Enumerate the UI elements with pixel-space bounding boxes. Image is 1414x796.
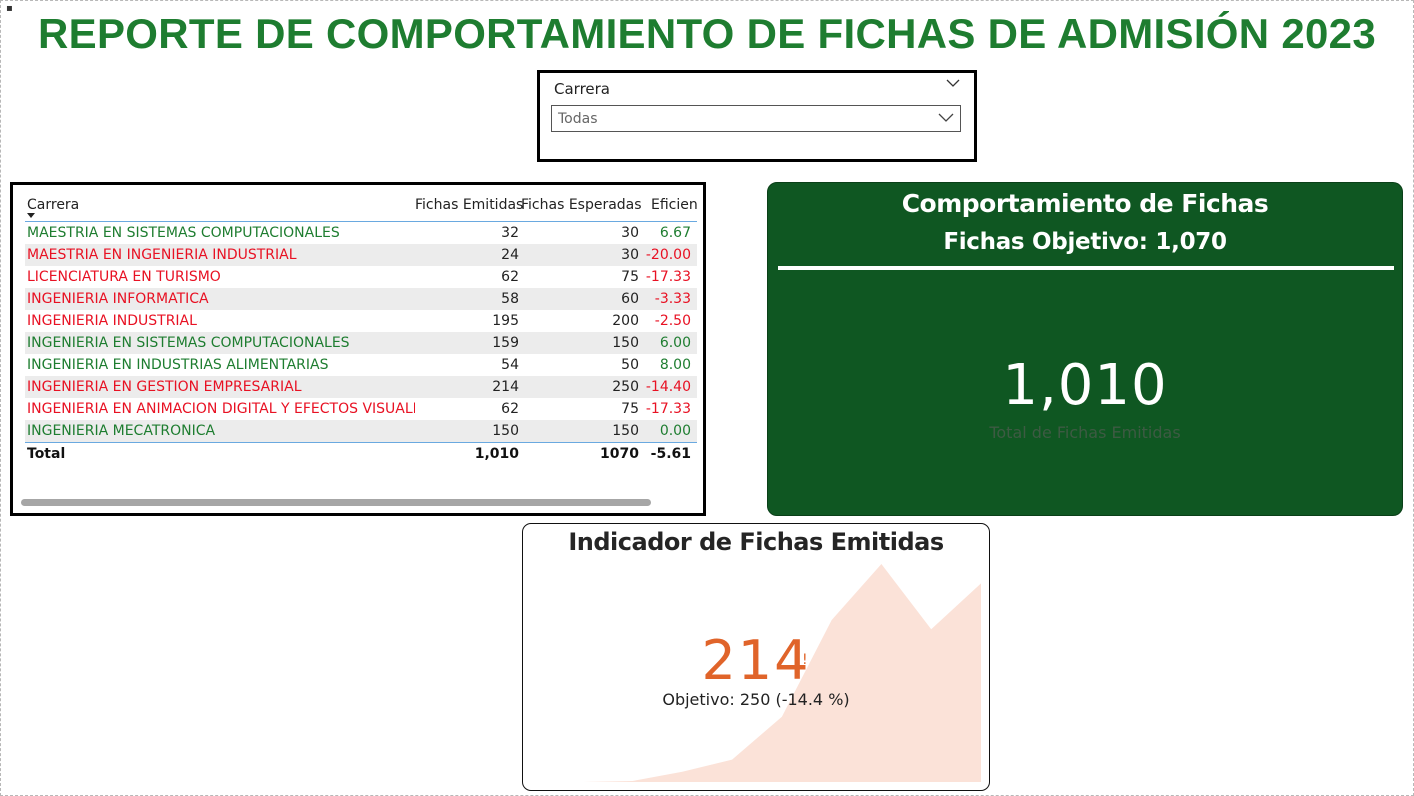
kpi-divider — [778, 266, 1394, 270]
cell-fichas-emitidas: 159 — [492, 335, 519, 351]
sort-descending-icon[interactable] — [27, 213, 35, 218]
table-row[interactable]: LICENCIATURA EN TURISMO 62 75 -17.33 — [25, 266, 697, 288]
column-header-eficiencia[interactable]: Eficienc — [651, 197, 697, 213]
cell-carrera: INGENIERIA INDUSTRIAL — [27, 313, 197, 329]
cell-carrera: INGENIERIA EN INDUSTRIAS ALIMENTARIAS — [27, 357, 329, 373]
alert-icon: ! — [802, 652, 808, 668]
kpi-objective-label: Fichas Objetivo: — [943, 229, 1148, 255]
cell-fichas-emitidas: 24 — [501, 247, 519, 263]
kpi-objective-value: 1,070 — [1155, 229, 1227, 255]
fichas-kpi-card: Comportamiento de Fichas Fichas Objetivo… — [767, 182, 1403, 516]
cell-fichas-esperadas: 150 — [612, 423, 639, 439]
table-header-row: Carrera Fichas Emitidas Fichas Esperadas… — [25, 193, 697, 222]
cell-fichas-esperadas: 30 — [621, 247, 639, 263]
table-row[interactable]: INGENIERIA EN SISTEMAS COMPUTACIONALES 15… — [25, 332, 697, 354]
slicer-dropdown[interactable]: Todas — [551, 105, 961, 132]
table-row[interactable]: INGENIERIA INDUSTRIAL 195 200 -2.50 — [25, 310, 697, 332]
slicer-header-label: Carrera — [554, 80, 610, 98]
indicator-goal: Objetivo: 250 (-14.4 %) — [662, 690, 850, 709]
column-header-fichas-esperadas[interactable]: Fichas Esperadas — [521, 197, 642, 213]
cell-carrera: INGENIERIA EN SISTEMAS COMPUTACIONALES — [27, 335, 350, 351]
cell-carrera: LICENCIATURA EN TURISMO — [27, 269, 221, 285]
cell-eficiencia: -20.00 — [645, 247, 691, 263]
cell-eficiencia: 6.00 — [659, 335, 691, 351]
chevron-down-icon[interactable] — [946, 78, 960, 88]
cell-fichas-emitidas: 62 — [501, 401, 519, 417]
cell-carrera: INGENIERIA EN ANIMACION DIGITAL Y EFECTO… — [27, 401, 415, 417]
total-eficiencia: -5.61 — [650, 446, 691, 462]
indicator-card: Indicador de Fichas Emitidas 214 ! Objet… — [522, 523, 990, 791]
cell-carrera: INGENIERIA INFORMATICA — [27, 291, 209, 307]
trend-area — [533, 564, 981, 782]
column-header-fichas-emitidas[interactable]: Fichas Emitidas — [415, 197, 524, 213]
table-row[interactable]: INGENIERIA EN GESTION EMPRESARIAL 214 250-… — [25, 376, 697, 398]
cell-eficiencia: -3.33 — [654, 291, 691, 307]
cell-fichas-emitidas: 54 — [501, 357, 519, 373]
table-row[interactable]: INGENIERIA INFORMATICA 58 60 -3.33 — [25, 288, 697, 310]
cell-fichas-esperadas: 60 — [621, 291, 639, 307]
cell-fichas-esperadas: 75 — [621, 269, 639, 285]
cell-eficiencia: -17.33 — [645, 401, 691, 417]
cell-eficiencia: 0.00 — [659, 423, 691, 439]
table-grid: Carrera Fichas Emitidas Fichas Esperadas… — [25, 193, 697, 465]
total-esperadas: 1070 — [600, 446, 639, 462]
cell-fichas-emitidas: 195 — [492, 313, 519, 329]
cell-carrera: MAESTRIA EN SISTEMAS COMPUTACIONALES — [27, 225, 340, 241]
chevron-down-icon[interactable] — [938, 112, 954, 123]
cell-fichas-emitidas: 32 — [501, 225, 519, 241]
canvas-corner-marker: ▪ — [6, 3, 13, 14]
table-total-row: Total 1,010 1070 -5.61 — [25, 442, 697, 465]
carrera-table: Carrera Fichas Emitidas Fichas Esperadas… — [10, 182, 706, 516]
carrera-slicer[interactable]: Carrera Todas — [537, 70, 977, 162]
table-row[interactable]: INGENIERIA EN INDUSTRIAS ALIMENTARIAS 54 5… — [25, 354, 697, 376]
cell-eficiencia: -17.33 — [645, 269, 691, 285]
table-row[interactable]: MAESTRIA EN INGENIERIA INDUSTRIAL 24 30 -20… — [25, 244, 697, 266]
cell-carrera: INGENIERIA EN GESTION EMPRESARIAL — [27, 379, 302, 395]
cell-fichas-esperadas: 250 — [612, 379, 639, 395]
indicator-title: Indicador de Fichas Emitidas — [568, 528, 944, 556]
cell-fichas-esperadas: 200 — [612, 313, 639, 329]
total-emitidas: 1,010 — [474, 446, 519, 462]
cell-eficiencia: 8.00 — [659, 357, 691, 373]
trend-area-chart — [533, 564, 981, 782]
cell-carrera: MAESTRIA EN INGENIERIA INDUSTRIAL — [27, 247, 297, 263]
kpi-title: Comportamiento de Fichas — [901, 189, 1269, 218]
cell-fichas-esperadas: 150 — [612, 335, 639, 351]
table-row[interactable]: MAESTRIA EN SISTEMAS COMPUTACIONALES 32 30… — [25, 222, 697, 244]
cell-fichas-emitidas: 214 — [492, 379, 519, 395]
kpi-objective: Fichas Objetivo: 1,070 — [768, 229, 1402, 255]
cell-eficiencia: -14.40 — [645, 379, 691, 395]
cell-fichas-emitidas: 58 — [501, 291, 519, 307]
cell-fichas-emitidas: 150 — [492, 423, 519, 439]
indicator-value: 214 — [701, 629, 811, 692]
kpi-value: 1,010 — [1002, 353, 1168, 418]
cell-eficiencia: -2.50 — [654, 313, 691, 329]
table-row[interactable]: INGENIERIA MECATRONICA 150 150 0.00 — [25, 420, 697, 442]
cell-carrera: INGENIERIA MECATRONICA — [27, 423, 216, 439]
cell-fichas-esperadas: 30 — [621, 225, 639, 241]
slicer-selected-value: Todas — [558, 111, 598, 127]
cell-fichas-esperadas: 50 — [621, 357, 639, 373]
report-title: REPORTE DE COMPORTAMIENTO DE FICHAS DE A… — [38, 10, 1376, 57]
cell-eficiencia: 6.67 — [659, 225, 691, 241]
cell-fichas-esperadas: 75 — [621, 401, 639, 417]
table-row[interactable]: INGENIERIA EN ANIMACION DIGITAL Y EFECTO… — [25, 398, 697, 420]
cell-fichas-emitidas: 62 — [501, 269, 519, 285]
column-header-carrera[interactable]: Carrera — [27, 197, 80, 213]
kpi-label: Total de Fichas Emitidas — [989, 423, 1181, 442]
total-label: Total — [27, 446, 66, 462]
horizontal-scrollbar[interactable] — [21, 499, 651, 506]
